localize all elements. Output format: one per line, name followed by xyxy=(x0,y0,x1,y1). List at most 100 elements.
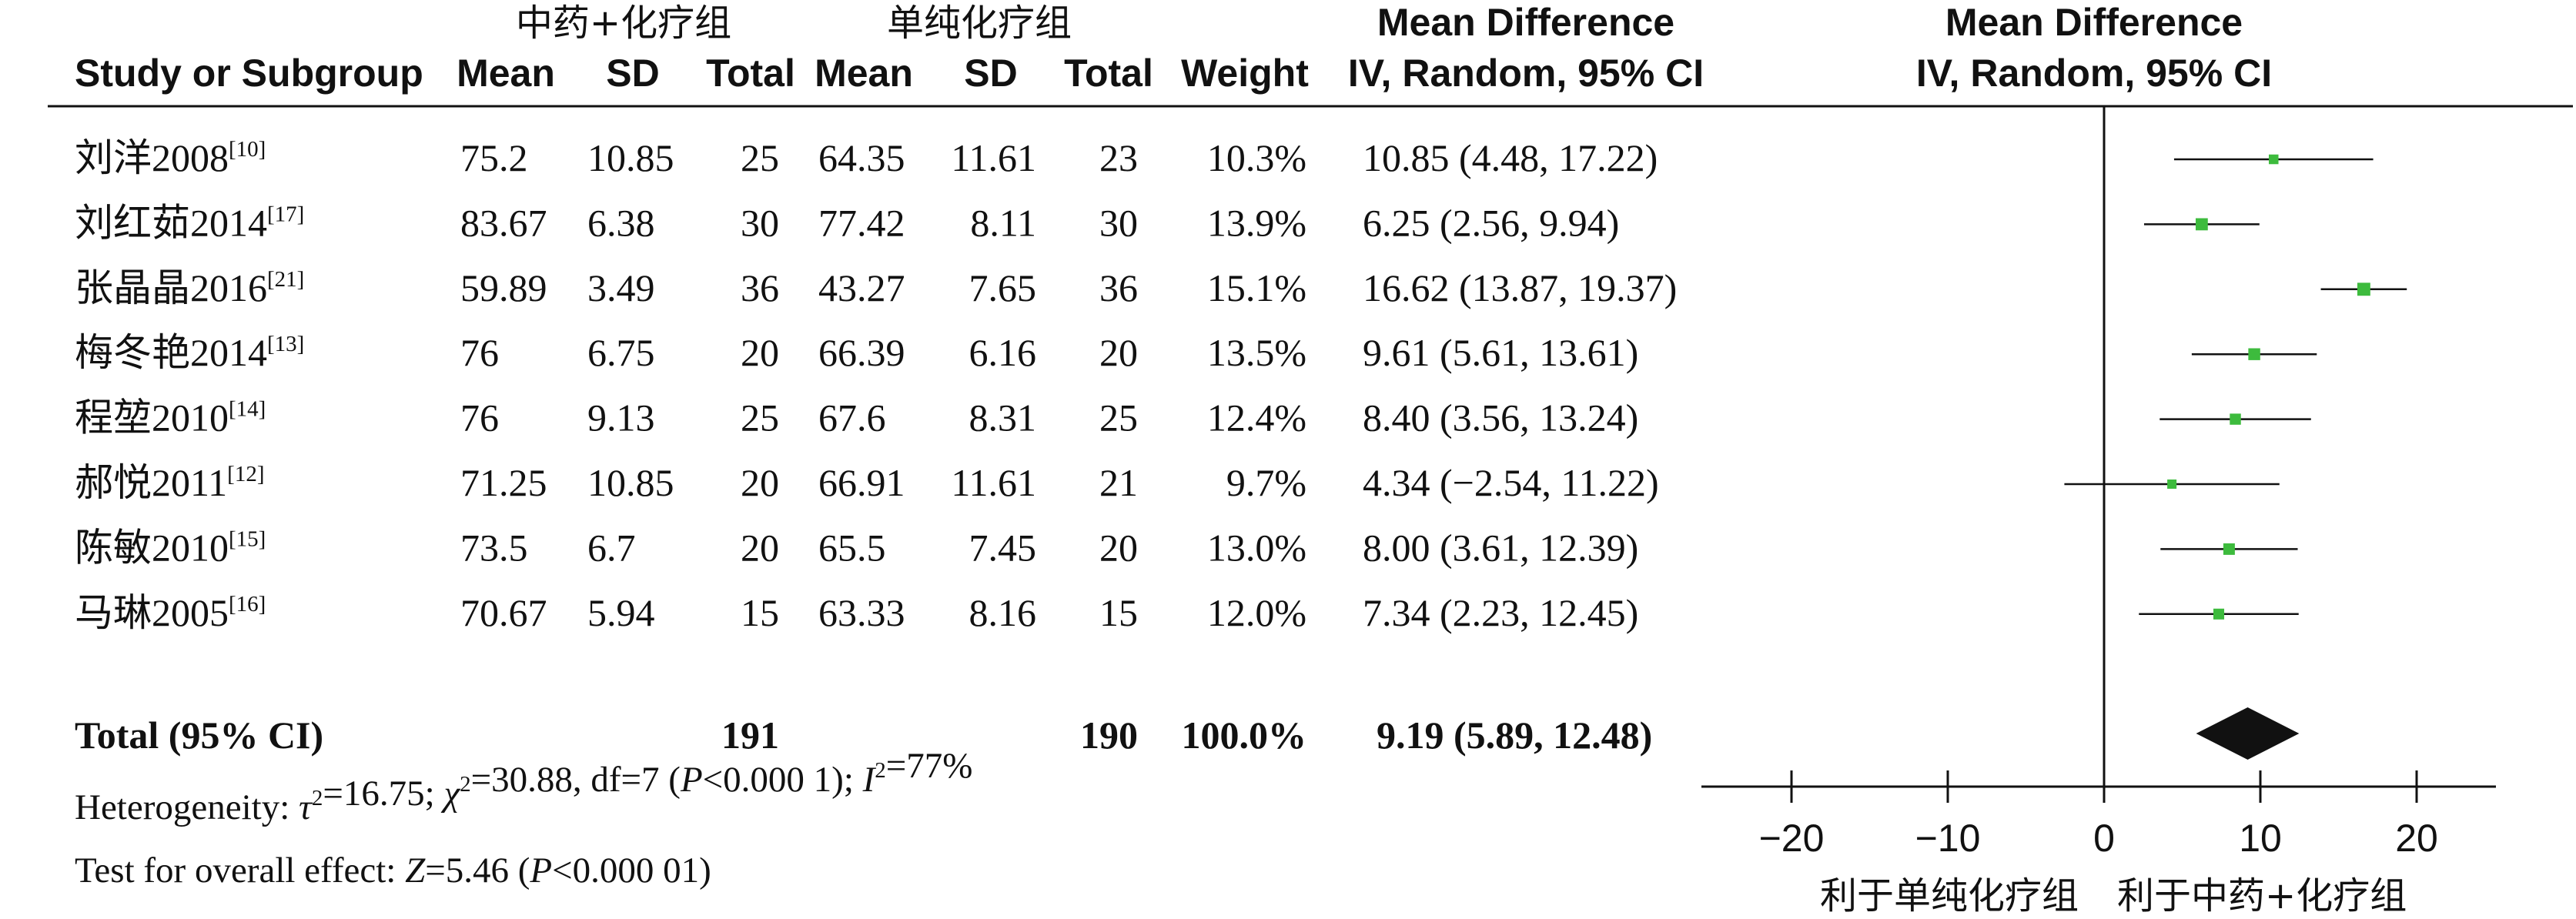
x-tick-label: 10 xyxy=(2239,817,2282,860)
study-name: 梅冬艳2014[13] xyxy=(75,331,304,374)
weight-cell: 10.3% xyxy=(1207,136,1306,179)
ctl-sd-header: SD xyxy=(964,52,1017,95)
exp-mean-cell: 83.67 xyxy=(460,201,547,244)
ctl-mean-cell: 77.42 xyxy=(818,201,905,244)
heterogeneity-superscript: 2 xyxy=(460,772,471,797)
exp-total-cell: 25 xyxy=(741,396,779,439)
x-tick-label: −10 xyxy=(1915,817,1981,860)
exp-total-cell: 25 xyxy=(741,136,779,179)
ctl-total-cell: 30 xyxy=(1099,201,1138,244)
exp-mean-cell: 73.5 xyxy=(460,526,528,569)
favours-control-label: 利于单纯化疗组 xyxy=(1820,874,2079,917)
exp-total-cell: 36 xyxy=(741,266,779,309)
study-row: 刘洋2008[10] 75.2 10.85 25 64.35 11.61 23 10.3% 10… xyxy=(75,136,2374,179)
total-ctl-total: 190 xyxy=(1080,713,1138,757)
heterogeneity-text: Heterogeneity: τ2=16.75; χ2=30.88, df=7 … xyxy=(75,746,972,827)
exp-sd-cell: 6.7 xyxy=(587,526,636,569)
exp-sd-cell: 5.94 xyxy=(587,591,655,634)
weight-cell: 12.4% xyxy=(1207,396,1306,439)
exp-total-cell: 20 xyxy=(741,331,779,374)
ci-cell: 9.61 (5.61, 13.61) xyxy=(1363,331,1638,374)
ci-cell: 10.85 (4.48, 17.22) xyxy=(1363,136,1658,179)
study-row: 郝悦2011[12] 71.25 10.85 20 66.91 11.61 21 9.7% 4.… xyxy=(75,461,2280,504)
heterogeneity-symbol: I xyxy=(862,760,877,800)
exp-total-cell: 30 xyxy=(741,201,779,244)
study-reference: [17] xyxy=(267,202,304,226)
weight-cell: 9.7% xyxy=(1226,461,1306,504)
heterogeneity-text: =16.75; xyxy=(323,774,443,814)
ctl-sd-cell: 8.11 xyxy=(970,201,1036,244)
study-reference: [16] xyxy=(229,592,266,617)
total-label: Total (95% CI) xyxy=(75,713,323,757)
heterogeneity-symbol: P xyxy=(680,760,703,800)
weight-cell: 13.5% xyxy=(1207,331,1306,374)
overall-effect-symbol: P xyxy=(529,850,552,891)
ctl-total-cell: 23 xyxy=(1099,136,1138,179)
exp-total-cell: 20 xyxy=(741,526,779,569)
exp-sd-cell: 6.75 xyxy=(587,331,655,374)
study-reference: [14] xyxy=(229,397,266,422)
ctl-sd-cell: 8.31 xyxy=(969,396,1037,439)
ctl-sd-cell: 11.61 xyxy=(951,461,1036,504)
exp-total-cell: 15 xyxy=(741,591,779,634)
overall-effect-text: Test for overall effect: xyxy=(75,850,405,891)
point-estimate-marker xyxy=(2167,480,2177,489)
point-estimate-marker xyxy=(2213,608,2225,620)
exp-mean-header: Mean xyxy=(457,52,555,95)
ctl-sd-cell: 6.16 xyxy=(969,331,1037,374)
ctl-mean-cell: 64.35 xyxy=(818,136,905,179)
exp-sd-cell: 10.85 xyxy=(587,136,674,179)
ctl-total-header: Total xyxy=(1064,52,1153,95)
ctl-sd-cell: 7.45 xyxy=(969,526,1037,569)
x-axis-ticks: −20 −10 0 10 20 xyxy=(1759,770,2438,860)
ctl-total-cell: 20 xyxy=(1099,331,1138,374)
study-name-text: 刘红茹2014 xyxy=(75,201,267,244)
study-name: 马琳2005[16] xyxy=(75,591,266,634)
study-name-text: 刘洋2008 xyxy=(75,136,229,179)
exp-mean-cell: 71.25 xyxy=(460,461,547,504)
ctl-total-cell: 36 xyxy=(1099,266,1138,309)
exp-sd-cell: 3.49 xyxy=(587,266,655,309)
study-name: 陈敏2010[15] xyxy=(75,526,266,569)
exp-sd-cell: 9.13 xyxy=(587,396,655,439)
heterogeneity-symbol: τ xyxy=(299,787,313,827)
exp-sd-cell: 6.38 xyxy=(587,201,655,244)
study-row: 马琳2005[16] 70.67 5.94 15 63.33 8.16 15 12.0% 7.3… xyxy=(75,591,2299,634)
exp-mean-cell: 75.2 xyxy=(460,136,528,179)
study-row: 张晶晶2016[21] 59.89 3.49 36 43.27 7.65 36 15.1% 16… xyxy=(75,266,2407,309)
weight-cell: 13.9% xyxy=(1207,201,1306,244)
heterogeneity-text: =30.88, df=7 ( xyxy=(471,760,681,800)
ci-cell: 8.00 (3.61, 12.39) xyxy=(1363,526,1638,569)
study-reference: [12] xyxy=(227,462,264,486)
weight-cell: 15.1% xyxy=(1207,266,1306,309)
weight-cell: 13.0% xyxy=(1207,526,1306,569)
exp-sd-header: SD xyxy=(606,52,659,95)
point-estimate-marker xyxy=(2195,218,2208,231)
study-name-text: 马琳2005 xyxy=(75,591,229,634)
heterogeneity-symbol: χ xyxy=(440,774,460,814)
plot-header-title: Mean Difference xyxy=(1945,1,2243,44)
overall-effect-text: <0.000 01) xyxy=(552,850,711,891)
control-group-header: 单纯化疗组 xyxy=(887,2,1072,45)
study-rows: 刘洋2008[10] 75.2 10.85 25 64.35 11.61 23 10.3% 10… xyxy=(75,136,2407,634)
point-estimate-marker xyxy=(2357,282,2370,296)
point-estimate-marker xyxy=(2268,154,2279,165)
ctl-mean-cell: 63.33 xyxy=(818,591,905,634)
ctl-total-cell: 20 xyxy=(1099,526,1138,569)
ci-cell: 8.40 (3.56, 13.24) xyxy=(1363,396,1638,439)
study-name-text: 梅冬艳2014 xyxy=(75,331,267,374)
study-reference: [15] xyxy=(229,526,266,551)
study-name-text: 郝悦2011 xyxy=(75,461,227,504)
overall-effect-text: Test for overall effect: Z=5.46 (P<0.000… xyxy=(75,850,711,891)
ctl-sd-cell: 11.61 xyxy=(951,136,1036,179)
ci-cell: 6.25 (2.56, 9.94) xyxy=(1363,201,1619,244)
study-name: 郝悦2011[12] xyxy=(75,461,264,504)
ci-cell: 16.62 (13.87, 19.37) xyxy=(1363,266,1677,309)
point-estimate-marker xyxy=(2223,543,2235,555)
plot-method-header: IV, Random, 95% CI xyxy=(1916,52,2272,95)
exp-sd-cell: 10.85 xyxy=(587,461,674,504)
ctl-mean-header: Mean xyxy=(815,52,913,95)
study-reference: [21] xyxy=(267,267,304,292)
study-name: 张晶晶2016[21] xyxy=(75,266,304,309)
